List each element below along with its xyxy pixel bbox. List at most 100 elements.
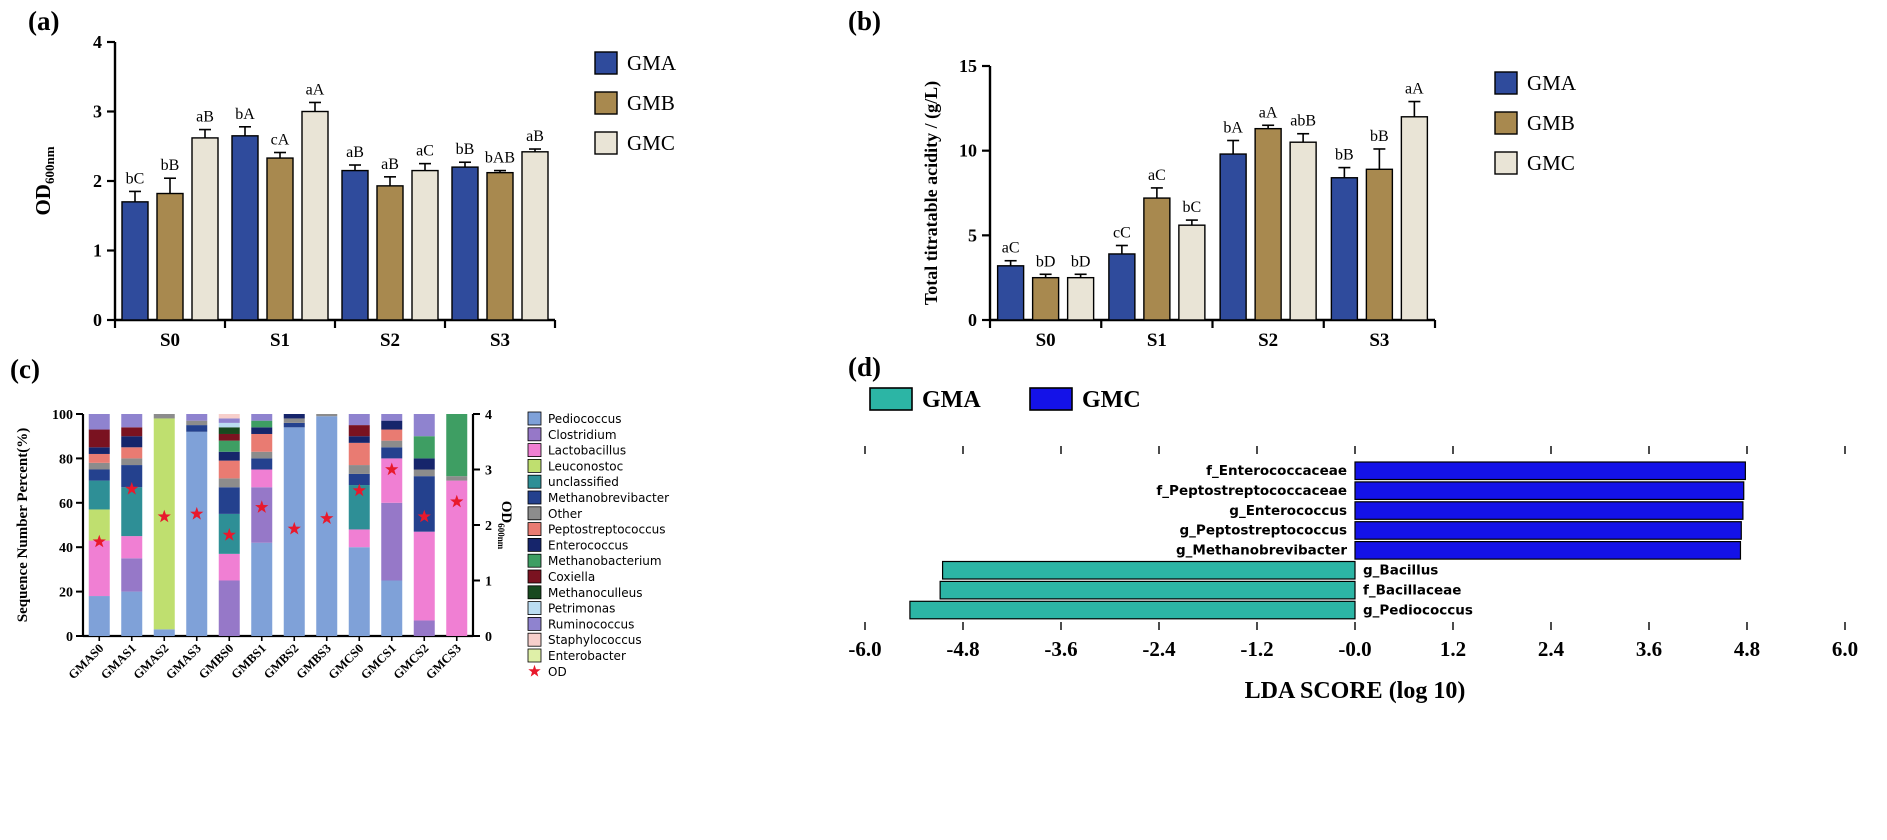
stack-segment — [121, 558, 143, 592]
svg-text:cA: cA — [271, 132, 290, 149]
stack-segment — [121, 436, 143, 448]
svg-text:-2.4: -2.4 — [1142, 637, 1176, 661]
panel-b: (b) 0 5 10 15 aC cC bA bB bD aC aA bB bD bC abB aA S0 S1 S… — [840, 0, 1690, 350]
stack-segment — [218, 414, 240, 419]
svg-text:GMB: GMB — [1527, 111, 1575, 135]
svg-text:cC: cC — [1113, 224, 1131, 241]
bar-GMA-S3 — [451, 166, 479, 321]
od-star-marker — [92, 534, 106, 548]
svg-text:OD600nm: OD600nm — [31, 146, 57, 215]
svg-text:5: 5 — [968, 225, 977, 245]
legend-swatch-Lactobacillus — [527, 443, 542, 457]
svg-text:GMC: GMC — [627, 131, 675, 155]
legend-swatch-Coxiella — [527, 569, 542, 584]
svg-text:bB: bB — [1335, 147, 1354, 164]
svg-text:Other: Other — [548, 507, 582, 521]
lda-bar-f_Bacillaceae — [939, 580, 1356, 600]
svg-text:aB: aB — [526, 128, 544, 145]
svg-text:bD: bD — [1071, 253, 1091, 270]
lda-bar-f_Peptostreptococcaceae — [1354, 481, 1745, 500]
svg-text:S2: S2 — [380, 330, 400, 350]
svg-text:40: 40 — [59, 541, 73, 556]
stack-segment — [446, 476, 468, 481]
stack-segment — [348, 465, 370, 474]
stack-segment — [218, 478, 240, 488]
od-star-marker — [125, 481, 139, 495]
od-star-marker — [287, 521, 301, 535]
svg-text:Ruminococcus: Ruminococcus — [548, 617, 634, 631]
stack-segment — [251, 427, 273, 434]
legend-swatch-Leuconostoc — [527, 459, 542, 473]
stack-segment — [218, 580, 240, 636]
svg-text:-4.8: -4.8 — [946, 637, 979, 661]
svg-text:-1.2: -1.2 — [1240, 637, 1273, 661]
svg-text:Lactobacillus: Lactobacillus — [548, 444, 626, 458]
legend-swatch-Methanoculleus — [527, 585, 542, 600]
bar-GMA-S0 — [996, 265, 1025, 321]
svg-text:3.6: 3.6 — [1636, 637, 1662, 661]
svg-text:aC: aC — [416, 143, 434, 160]
svg-text:bC: bC — [1183, 199, 1202, 216]
stack-segment — [218, 433, 240, 441]
legend-swatch-Methanobacterium — [527, 553, 542, 568]
svg-text:g_Enterococcus: g_Enterococcus — [1229, 503, 1347, 519]
od-star-marker — [450, 494, 464, 508]
svg-text:3: 3 — [485, 464, 492, 479]
stack-segment — [251, 458, 273, 470]
stack-segment — [348, 485, 370, 530]
bar-GMB-S3 — [1365, 168, 1394, 321]
svg-text:aC: aC — [1148, 167, 1166, 184]
bar-GMC-S1 — [301, 110, 329, 321]
svg-text:Total titratable acidity / (g/: Total titratable acidity / (g/L) — [921, 81, 942, 305]
stack-segment — [218, 451, 240, 461]
svg-text:1.2: 1.2 — [1440, 637, 1466, 661]
bar-GMB-S1 — [1143, 197, 1171, 321]
stack-segment — [186, 431, 208, 636]
svg-text:bA: bA — [235, 106, 255, 123]
svg-text:aB: aB — [196, 109, 214, 126]
svg-text:4.8: 4.8 — [1734, 637, 1760, 661]
stack-segment — [121, 447, 143, 459]
stack-segment — [121, 458, 143, 466]
legend-swatch-Other — [527, 506, 542, 521]
stack-segment — [218, 422, 240, 428]
stack-segment — [218, 460, 240, 479]
stack-segment — [446, 414, 468, 477]
svg-text:-0.0: -0.0 — [1338, 637, 1371, 661]
svg-text:0: 0 — [485, 630, 492, 645]
panel-d: (d) GMA GMC -6.0 -4.8 -3.6 -2.4 -1.2 -0.0 1.2 2.4… — [840, 350, 1887, 740]
stack-segment — [283, 422, 305, 428]
svg-text:Sequence Number Percent(%): Sequence Number Percent(%) — [15, 428, 31, 622]
stack-segment — [348, 425, 370, 437]
stack-segment — [88, 453, 110, 463]
acidity-grouped-bar-chart: 0 5 10 15 aC cC bA bB bD aC aA bB bD bC abB aA S0 S1 S2 S3 G… — [921, 56, 1577, 350]
svg-text:GMCS2: GMCS2 — [391, 641, 432, 682]
panel-a: (a) 0 1 2 3 4 bC bA aB bB bB cA aB bAB aB aA aC aB S0 S1 S2… — [10, 0, 840, 350]
stack-segment — [88, 469, 110, 481]
svg-text:g_Bacillus: g_Bacillus — [1363, 563, 1438, 579]
bar-GMA-S2 — [1219, 153, 1247, 321]
stack-segment — [381, 420, 403, 430]
svg-text:S0: S0 — [160, 330, 180, 350]
svg-text:10: 10 — [959, 141, 977, 161]
svg-text:GMB: GMB — [627, 91, 675, 115]
svg-text:4: 4 — [93, 32, 102, 52]
stack-segment — [218, 427, 240, 434]
stack-segment — [88, 596, 110, 636]
bar-GMC-S1 — [1178, 224, 1206, 321]
svg-text:2: 2 — [93, 171, 102, 191]
stack-segment — [251, 451, 273, 459]
stack-segment — [348, 414, 370, 426]
svg-text:GMA: GMA — [627, 51, 677, 75]
stack-segment — [88, 480, 110, 510]
svg-text:S2: S2 — [1258, 330, 1278, 350]
legend-swatch-GMC — [1494, 151, 1518, 175]
stack-segment — [413, 436, 435, 459]
panel-a-letter: (a) — [28, 6, 60, 36]
svg-text:4: 4 — [485, 408, 492, 423]
svg-text:3: 3 — [93, 102, 102, 122]
stack-segment — [186, 414, 208, 421]
svg-text:f_Peptostreptococcaceae: f_Peptostreptococcaceae — [1156, 483, 1347, 499]
lda-bar-g_Methanobrevibacter — [1354, 541, 1742, 560]
community-stacked-bar-chart: 02040608010001234GMAS0GMAS1GMAS2GMAS3GMB… — [15, 408, 669, 682]
